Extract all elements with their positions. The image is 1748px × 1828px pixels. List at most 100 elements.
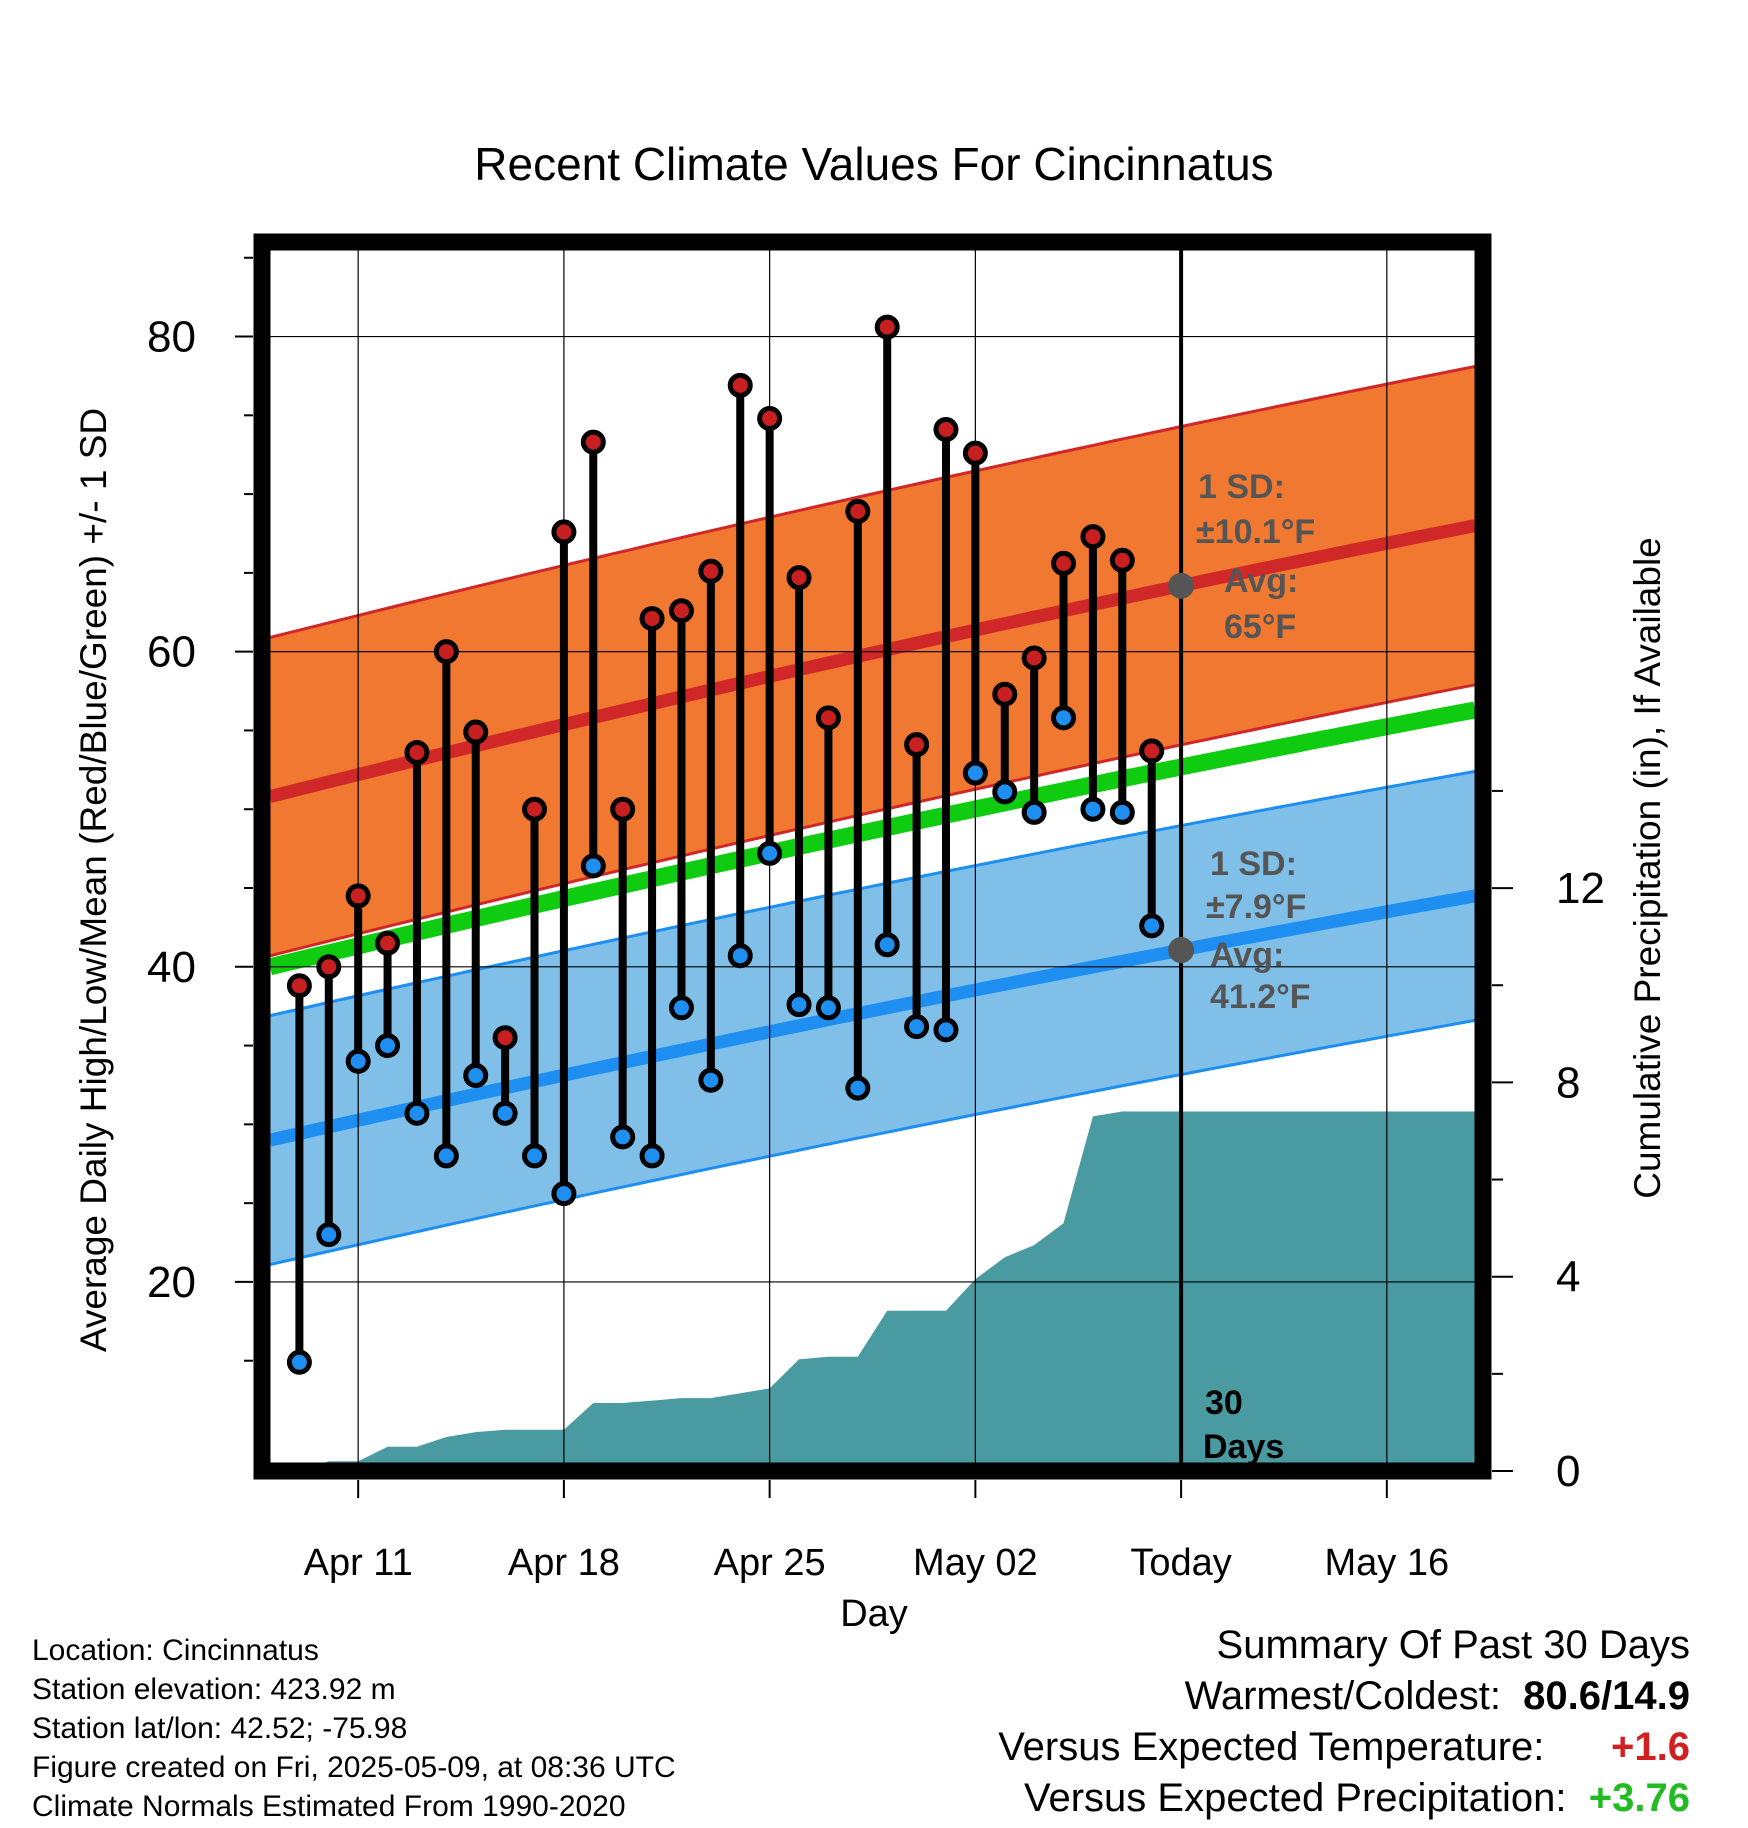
high-sd-value: ±10.1°F	[1196, 513, 1315, 551]
summary-panel: Summary Of Past 30 Days Warmest/Coldest:…	[998, 1620, 1690, 1824]
y-tick-label-left: 80	[147, 313, 196, 362]
daily-low-point	[1051, 705, 1077, 731]
daily-low-point	[492, 1100, 518, 1126]
daily-low-point	[933, 1017, 959, 1043]
daily-high-point	[668, 598, 694, 624]
y-axis-label-right: Cumulative Precipitation (in), If Availa…	[1627, 537, 1668, 1199]
daily-high-point	[874, 314, 900, 340]
warmest-coldest-value: 80.6/14.9	[1523, 1674, 1690, 1718]
created-text: Figure created on Fri, 2025-05-09, at 08…	[32, 1751, 676, 1784]
elevation-text: Station elevation: 423.92 m	[32, 1673, 396, 1706]
daily-low-point	[874, 932, 900, 958]
daily-low-point	[463, 1063, 489, 1089]
daily-high-point	[992, 681, 1018, 707]
low-sd-label: 1 SD:	[1210, 845, 1297, 883]
daily-high-point	[698, 558, 724, 584]
daily-low-point	[992, 779, 1018, 805]
low-normal-line	[268, 889, 1477, 1147]
y-axis-label-left: Average Daily High/Low/Mean (Red/Blue/Gr…	[73, 408, 114, 1352]
high-normal-lower-sd-line	[269, 683, 1476, 958]
days-count-label: 30	[1205, 1384, 1243, 1422]
x-tick-label: Apr 18	[508, 1542, 620, 1584]
temp-vs-expected-label: Versus Expected Temperature:	[998, 1725, 1545, 1769]
daily-high-point	[551, 519, 577, 545]
daily-high-point	[316, 954, 342, 980]
daily-low-point	[1021, 799, 1047, 825]
y-tick-label-right: 12	[1556, 864, 1605, 913]
y-tick-label-right: 8	[1556, 1058, 1580, 1107]
daily-high-point	[522, 796, 548, 822]
daily-low-point	[1080, 796, 1106, 822]
x-tick-label: Apr 25	[714, 1542, 826, 1584]
daily-high-point	[786, 565, 812, 591]
daily-high-point	[845, 498, 871, 524]
temp-vs-expected-value: +1.6	[1611, 1725, 1690, 1769]
daily-low-point	[904, 1014, 930, 1040]
daily-low-point	[727, 943, 753, 969]
daily-high-point	[727, 372, 753, 398]
daily-low-point	[698, 1067, 724, 1093]
x-tick-label: May 16	[1325, 1542, 1450, 1584]
low-avg-value: 41.2°F	[1210, 978, 1311, 1016]
daily-low-point	[551, 1181, 577, 1207]
precip-vs-expected-row: Versus Expected Precipitation: +3.76	[998, 1773, 1690, 1824]
daily-low-point	[375, 1033, 401, 1059]
daily-low-point	[1139, 913, 1165, 939]
y-tick-label-left: 60	[147, 628, 196, 677]
latlon-text: Station lat/lon: 42.52; -75.98	[32, 1712, 408, 1745]
x-tick-label: May 02	[913, 1542, 1038, 1584]
daily-low-point	[404, 1100, 430, 1126]
daily-high-point	[375, 930, 401, 956]
warmest-coldest-row: Warmest/Coldest: 80.6/14.9	[998, 1671, 1690, 1722]
daily-high-point	[1080, 524, 1106, 550]
daily-high-point	[639, 606, 665, 632]
y-tick-label-left: 20	[147, 1258, 196, 1307]
daily-low-point	[316, 1222, 342, 1248]
daily-low-point	[815, 995, 841, 1021]
high-sd-label: 1 SD:	[1198, 468, 1285, 506]
daily-high-point	[286, 973, 312, 999]
plot-area: 1 SD: ±10.1°F Avg: 65°F 1 SD: ±7.9°F Avg: 41.2°…	[262, 242, 1483, 1471]
precip-vs-expected-value: +3.76	[1588, 1776, 1690, 1820]
daily-low-point	[962, 760, 988, 786]
daily-low-point	[522, 1143, 548, 1169]
chart-title: Recent Climate Values For Cincinnatus	[474, 138, 1273, 190]
daily-high-point	[580, 429, 606, 455]
daily-high-point	[610, 796, 636, 822]
high-normal-line	[268, 519, 1477, 803]
high-normal-band	[270, 366, 1475, 956]
daily-high-point	[492, 1025, 518, 1051]
plot-frame	[253, 233, 1492, 1480]
daily-low-point	[580, 853, 606, 879]
y-tick-label-right: 0	[1556, 1447, 1580, 1496]
y-tick-label-left: 40	[147, 943, 196, 992]
daily-low-point	[1109, 799, 1135, 825]
daily-low-point	[639, 1143, 665, 1169]
daily-low-point	[286, 1349, 312, 1375]
axes: 20 40 60 80 0 4 8 12 Apr 11 Apr 18 Apr 25 May 02 Tod…	[147, 233, 1605, 1584]
today-low-normal-marker	[1168, 937, 1195, 964]
x-axis-label: Day	[840, 1593, 908, 1635]
y-tick-label-right: 4	[1556, 1253, 1580, 1302]
daily-high-point	[345, 883, 371, 909]
daily-high-point	[404, 740, 430, 766]
daily-low-point	[786, 992, 812, 1018]
daily-high-point	[1021, 645, 1047, 671]
precipitation-area	[270, 1111, 1475, 1471]
daily-low-point	[757, 840, 783, 866]
daily-high-point	[1051, 550, 1077, 576]
low-normal-band	[270, 771, 1475, 1265]
daily-high-point	[815, 705, 841, 731]
daily-low-point	[668, 995, 694, 1021]
daily-high-point	[757, 405, 783, 431]
location-text: Location: Cincinnatus	[32, 1634, 319, 1667]
low-sd-value: ±7.9°F	[1206, 888, 1306, 926]
daily-high-point	[933, 417, 959, 443]
precip-vs-expected-label: Versus Expected Precipitation:	[1024, 1776, 1567, 1820]
warmest-coldest-label: Warmest/Coldest:	[1184, 1674, 1501, 1718]
daily-low-point	[433, 1143, 459, 1169]
daily-high-point	[1139, 738, 1165, 764]
high-avg-value: 65°F	[1224, 608, 1296, 646]
station-info: Location: Cincinnatus Station elevation:…	[32, 1631, 676, 1826]
